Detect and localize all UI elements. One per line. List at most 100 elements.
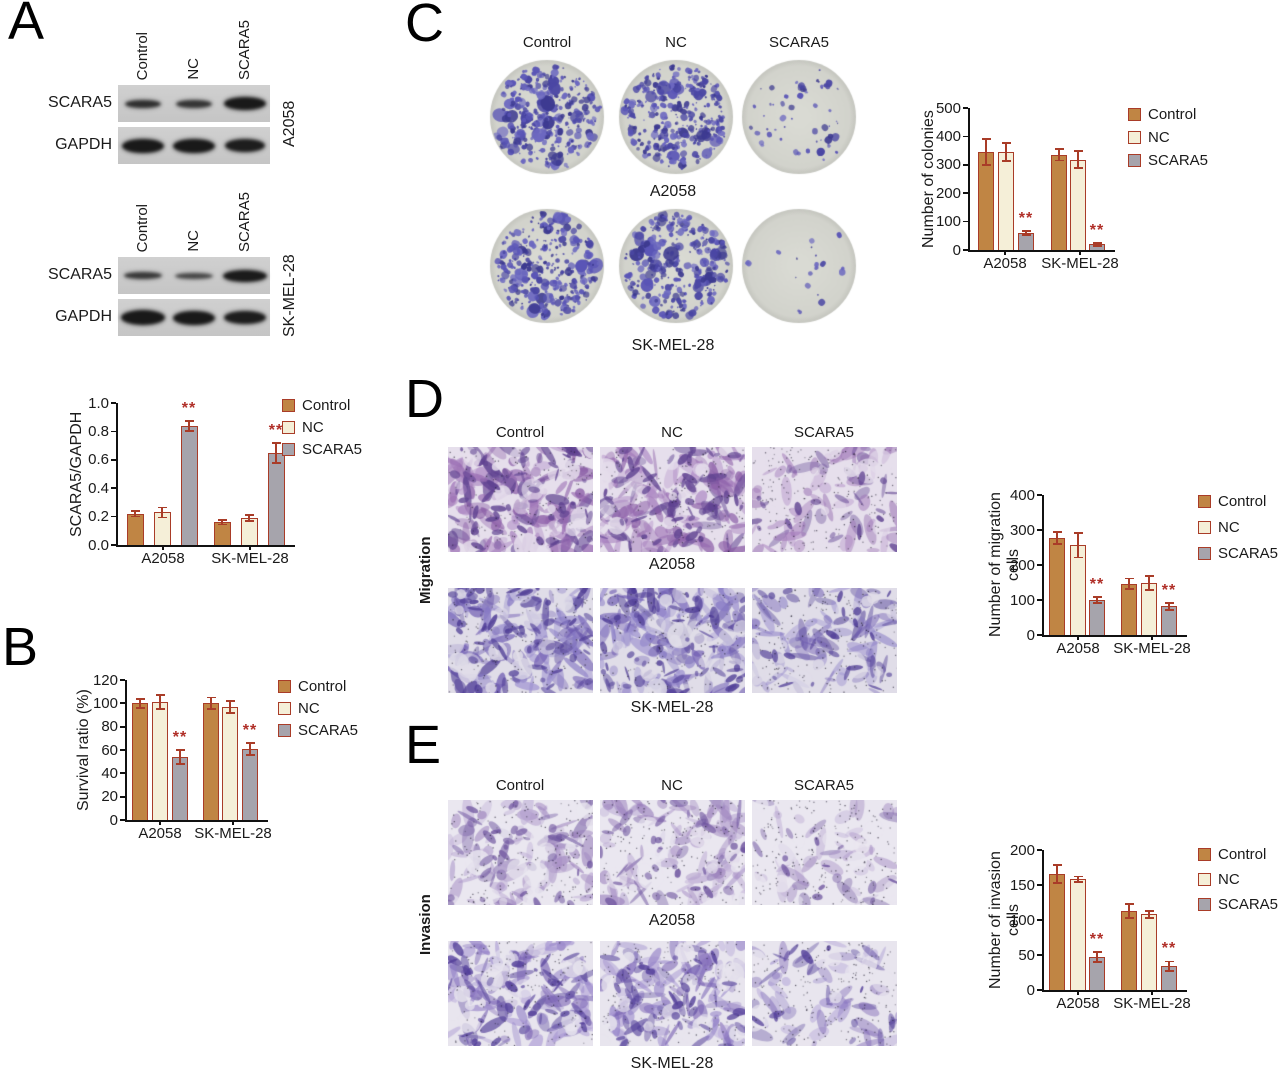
x-category-label: SK-MEL-28 [194, 825, 272, 842]
legend-label-scara5: SCARA5 [1148, 152, 1209, 169]
protein-band [223, 269, 267, 282]
panel-b-letter: B [2, 617, 39, 677]
legend-label-control: Control [1218, 493, 1267, 510]
error-bar-line [161, 507, 163, 518]
error-bar-cap-bottom [1052, 882, 1062, 884]
error-bar-cap-bottom [1092, 602, 1102, 604]
error-bar-cap-bottom [244, 520, 254, 522]
y-tick-label: 20 [101, 788, 118, 806]
panel-d-letter: D [405, 369, 444, 429]
y-tick-mark [1037, 989, 1042, 991]
error-bar-cap-bottom [157, 516, 167, 519]
error-bar-cap-bottom [1164, 970, 1174, 972]
error-bar-cap-top [1164, 960, 1174, 963]
y-tick-label: 0 [109, 811, 118, 829]
significance-marker: ** [1161, 581, 1177, 599]
y-tick-mark [963, 192, 968, 195]
panel-e-letter: E [405, 715, 442, 775]
error-bar-cap-top [244, 514, 254, 517]
legend-swatch-nc [1128, 131, 1141, 144]
significance-marker: ** [172, 729, 188, 746]
x-category-label: A2058 [141, 550, 185, 567]
protein-band [176, 99, 212, 108]
error-bar-cap-top [245, 742, 255, 744]
significance-marker: ** [1089, 931, 1105, 949]
cell-image-row-caption: A2058 [648, 556, 696, 573]
y-tick-mark [1037, 884, 1042, 886]
bar-control-sk-mel-28 [213, 522, 231, 545]
protein-band [224, 311, 266, 324]
error-bar-cap-top [1052, 863, 1062, 866]
significance-marker: ** [1089, 576, 1105, 594]
error-bar-cap-top [1144, 910, 1154, 912]
colony-dish-image [618, 208, 734, 324]
error-bar-line [275, 442, 277, 463]
x-tick-mark [249, 545, 251, 550]
significance-marker: ** [1089, 221, 1105, 239]
legend-label-nc: NC [302, 419, 324, 436]
y-tick-mark [963, 220, 968, 223]
y-tick-label: 0.4 [88, 479, 109, 497]
error-bar-cap-bottom [1092, 961, 1102, 963]
y-tick-label: 0 [1026, 981, 1035, 999]
significance-marker: ** [181, 399, 197, 417]
x-category-label: SK-MEL-28 [1113, 640, 1191, 657]
chart-scara5_gapdh_quantification: 0.0 0.2 0.4 0.6 0.8 1.0 SCARA5/GAPDH A2058 ** SK-… [60, 388, 382, 593]
y-tick-label: 0 [1026, 626, 1035, 644]
error-bar-line [1096, 597, 1098, 603]
bar-nc-a2058 [998, 152, 1014, 250]
y-axis-title: Number of invasion cells [987, 851, 1022, 989]
blot-strip [118, 127, 270, 164]
y-tick-mark [1037, 564, 1042, 566]
legend-swatch-control [1128, 108, 1141, 121]
legend-label-control: Control [1218, 846, 1267, 863]
x-category-label: A2058 [138, 825, 182, 842]
cell-micrograph-image [600, 447, 745, 552]
bar-scara5-a2058 [180, 425, 198, 545]
y-tick-mark [963, 107, 968, 109]
error-bar-cap-top [1124, 577, 1134, 580]
legend-swatch-control [282, 399, 295, 412]
x-axis [1042, 990, 1187, 992]
x-category-label: SK-MEL-28 [1041, 255, 1119, 272]
error-bar-cap-top [1073, 150, 1083, 153]
x-tick-mark [232, 820, 234, 825]
cell-micrograph-image [752, 941, 897, 1046]
assay-side-label: Invasion [417, 894, 434, 956]
error-bar-cap-top [1092, 951, 1102, 954]
bar-scara5-a2058 [172, 757, 188, 820]
error-bar-cap-top [135, 697, 145, 700]
y-tick-mark [120, 702, 125, 705]
cell-micrograph-image [600, 800, 745, 905]
legend-swatch-scara5 [282, 443, 295, 456]
y-tick-mark [120, 795, 125, 798]
cell-micrograph-image [752, 800, 897, 905]
error-bar-cap-top [1054, 148, 1064, 151]
significance-marker: ** [268, 421, 284, 439]
colony-row-caption: A2058 [649, 183, 697, 200]
bar-scara5-sk-mel-28 [267, 452, 285, 545]
error-bar-cap-bottom [217, 523, 227, 526]
y-tick-label: 400 [1009, 486, 1035, 504]
blot-lane-label: SCARA5 [236, 191, 253, 252]
error-bar-cap-top [1052, 530, 1062, 533]
cell-image-column-label: NC [661, 424, 683, 441]
y-tick-mark [120, 772, 125, 775]
x-tick-mark [1077, 635, 1079, 640]
error-bar-line [1056, 531, 1058, 544]
legend-swatch-control [1198, 848, 1211, 861]
y-axis-title: Survival ratio (%) [75, 689, 92, 811]
error-bar-cap-bottom [1144, 917, 1154, 919]
y-tick-mark [111, 458, 116, 461]
cell-image-column-label: Control [495, 777, 545, 794]
error-bar-cap-bottom [175, 763, 185, 765]
y-axis-title: Number of migration cells [987, 492, 1022, 638]
assay-side-label: Migration [417, 536, 434, 604]
x-tick-mark [1077, 990, 1079, 995]
y-tick-mark [963, 163, 968, 166]
cell-micrograph-image [600, 941, 745, 1046]
legend-label-nc: NC [298, 700, 320, 717]
error-bar-line [1077, 532, 1079, 558]
error-bar-cap-top [157, 506, 167, 509]
